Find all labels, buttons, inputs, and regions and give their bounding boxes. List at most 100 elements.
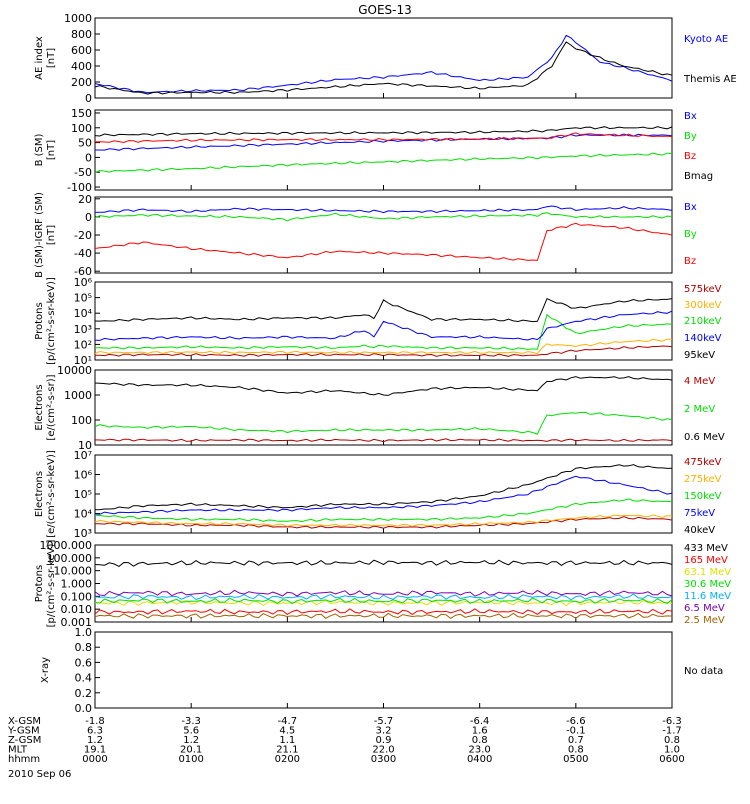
ephemeris-cell: 19.1 <box>84 745 106 756</box>
ephemeris-row-label: Z-GSM <box>8 735 41 746</box>
legend-entry: Kyoto AE <box>684 34 728 45</box>
ephemeris-cell: 0.7 <box>568 735 584 746</box>
ephemeris-cell: 1.2 <box>87 735 103 746</box>
ephemeris-cell: -6.3 <box>662 716 682 727</box>
y-tick-label: 1000 <box>64 12 92 25</box>
y-axis-label: [p/(cm²-s-sr-keV)] <box>46 540 57 628</box>
ephemeris-cell: 5.6 <box>183 726 199 737</box>
y-tick-label: 0.2 <box>75 687 93 700</box>
y-axis-label: Protons <box>34 565 45 602</box>
y-axis-label: [nT] <box>46 225 57 245</box>
y-tick-label: 100 <box>71 122 92 135</box>
panel-frame <box>94 369 673 446</box>
y-axis-label: B (SM)-IGRF (SM) <box>34 192 45 278</box>
legend-entry: 475keV <box>684 457 722 468</box>
y-tick-label: 20 <box>78 193 92 206</box>
series-line-1 <box>95 133 673 151</box>
ephemeris-row-label: Y-GSM <box>7 726 40 737</box>
legend-entry: Themis AE <box>683 74 737 85</box>
ephemeris-cell: 6.3 <box>87 726 103 737</box>
ephemeris-table: X-GSM -1.8 -3.3 -4.7 -5.7 -6.4 -6.6 -6.3 Y-GSM 6.… <box>7 716 685 765</box>
ephemeris-cell: 4.5 <box>279 726 295 737</box>
y-tick-label: 1.0 <box>75 626 93 639</box>
y-tick-label: 1.000 <box>61 578 93 591</box>
ephemeris-cell: -3.3 <box>181 716 201 727</box>
y-tick-label: 1000.000 <box>40 539 93 552</box>
ephemeris-cell: 3.2 <box>376 726 392 737</box>
series-line-6 <box>94 589 673 597</box>
y-tick-label: 100.000 <box>47 552 93 565</box>
y-tick-label: 1000 <box>64 389 92 402</box>
series-line-1 <box>94 438 673 443</box>
ephemeris-cell: -6.6 <box>566 716 586 727</box>
y-tick-label: 10⁵ <box>74 292 92 305</box>
legend-entry: 2 MeV <box>684 404 715 415</box>
series-line-1 <box>95 345 673 357</box>
y-tick-label: 150 <box>71 107 92 120</box>
y-tick-label: 800 <box>71 28 92 41</box>
panel-4: 10¹ 10² 10³ 10⁴ 10⁵ 10⁶ Protons [p/(cm²-s-sr-ke… <box>34 276 722 367</box>
y-tick-label: 0.4 <box>75 672 93 685</box>
ephemeris-cell: 22.0 <box>372 745 394 756</box>
ephemeris-row-label: MLT <box>8 745 28 756</box>
y-tick-label: 10³ <box>74 527 92 540</box>
ephemeris-cell: 0000 <box>82 754 107 765</box>
y-tick-label: 10³ <box>74 323 92 336</box>
y-tick-label: 50 <box>78 137 92 150</box>
y-tick-label: 400 <box>71 60 92 73</box>
ephemeris-row-label: hhmm <box>8 754 40 765</box>
y-tick-label: 10⁴ <box>74 307 93 320</box>
series-line-3 <box>94 498 673 523</box>
ephemeris-cell: 0.8 <box>568 745 584 756</box>
ephemeris-cell: 0.8 <box>472 735 488 746</box>
panel-frame <box>94 454 673 534</box>
y-tick-label: 10⁵ <box>74 488 92 501</box>
panel-frame <box>94 17 673 99</box>
panel-frame <box>94 109 673 191</box>
ephemeris-row-label: X-GSM <box>8 716 41 727</box>
ephemeris-cell: 0.8 <box>664 735 680 746</box>
y-tick-label: -60 <box>74 265 92 278</box>
legend-entry: 300keV <box>684 300 722 311</box>
y-tick-label: 10.000 <box>54 565 93 578</box>
legend-entry: 575keV <box>684 284 722 295</box>
series-line-3 <box>94 222 673 261</box>
series-line-4 <box>94 126 673 137</box>
legend-entry: Bz <box>684 256 696 267</box>
legend-entry: Bx <box>684 111 697 122</box>
legend-entry: 11.6 MeV <box>684 591 731 602</box>
series-line-3 <box>94 376 673 396</box>
series-line-2 <box>94 514 673 527</box>
series-line-2 <box>94 152 673 174</box>
panel-7: 0.0010.0100.1001.00010.000100.0001000.00… <box>34 539 731 629</box>
series-line-2 <box>94 608 673 616</box>
series-line-5 <box>94 464 673 511</box>
y-axis-label: [nT] <box>46 48 57 68</box>
series-line-3 <box>95 313 673 351</box>
legend-entry: By <box>684 229 697 240</box>
panel-5: 10 100 1000 10000 Electrons [e/(cm²-s-sr)] 4 M… <box>34 364 725 452</box>
no-data-note: No data <box>684 666 723 677</box>
ephemeris-cell: 0300 <box>371 754 396 765</box>
y-tick-label: 0.001 <box>61 616 93 629</box>
y-tick-label: 0 <box>85 92 92 105</box>
ephemeris-cell: 1.0 <box>664 745 680 756</box>
series-line-1 <box>94 205 673 214</box>
series-line-2 <box>94 41 673 95</box>
panel-1: 0 200 400 600 800 1000 AE index [nT] Kyoto AE The… <box>34 12 737 105</box>
panel-frame <box>94 631 673 709</box>
panel-6: 10³ 10⁴ 10⁵ 10⁶ 10⁷ Electrons [e/(cm²-s-sr-keV… <box>34 449 722 540</box>
y-tick-label: -100 <box>67 181 92 194</box>
ephemeris-cell: 0100 <box>178 754 203 765</box>
y-tick-label: 0.0 <box>75 702 93 715</box>
y-tick-label: 10 <box>78 439 92 452</box>
series-line-2 <box>94 338 673 355</box>
panel-8: 0.0 0.2 0.4 0.6 0.8 1.0 X-ray No data <box>40 626 723 715</box>
legend-entry: By <box>684 131 697 142</box>
series-line-2 <box>94 411 673 435</box>
series-line-2 <box>94 212 673 222</box>
series-line-5 <box>94 298 673 323</box>
y-tick-label: 10⁶ <box>74 469 93 482</box>
legend-entry: 75keV <box>684 508 715 519</box>
